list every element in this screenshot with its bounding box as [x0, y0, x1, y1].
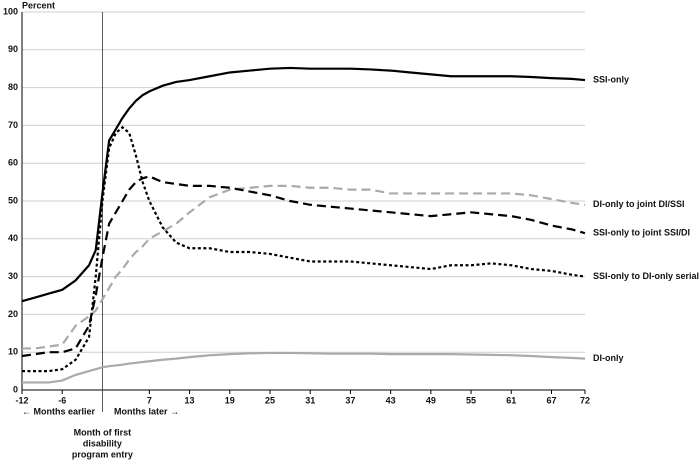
y-tick-label: 20	[8, 309, 18, 319]
y-tick-label: 30	[8, 271, 18, 281]
x-tick-label: -12	[15, 395, 28, 405]
y-tick-label: 100	[3, 6, 18, 16]
series-line	[21, 175, 586, 358]
series-label: DI-only	[593, 353, 624, 363]
x-tick-label: 67	[546, 395, 556, 405]
earlier-label: ← Months earlier	[22, 406, 96, 416]
y-tick-label: 90	[8, 44, 18, 54]
x-tick-label: 13	[185, 395, 195, 405]
x-tick-label: -6	[58, 395, 66, 405]
x-tick-label: 43	[386, 395, 396, 405]
later-label: Months later →	[114, 406, 179, 416]
y-tick-label: 40	[8, 233, 18, 243]
y-tick-label: 50	[8, 195, 18, 205]
series-label: SSI-only to joint SSI/DI	[593, 228, 690, 238]
series-label: DI-only to joint DI/SSI	[593, 199, 685, 209]
series-line	[22, 125, 586, 373]
x-tick-label: 31	[305, 395, 315, 405]
x-tick-label: 61	[506, 395, 516, 405]
y-tick-label: 60	[8, 158, 18, 168]
entry-label: disability	[83, 438, 122, 448]
y-tick-label: 70	[8, 120, 18, 130]
y-tick-label: 0	[13, 384, 18, 394]
x-tick-label: 55	[466, 395, 476, 405]
entry-label: program entry	[72, 449, 133, 459]
x-tick-label: 7	[147, 395, 152, 405]
x-tick-label: 19	[225, 395, 235, 405]
x-tick-label: 37	[345, 395, 355, 405]
y-axis-label: Percent	[22, 0, 55, 10]
series-line	[22, 351, 586, 384]
series-line	[22, 184, 586, 350]
x-tick-label: 25	[265, 395, 275, 405]
entry-label: Month of first	[74, 427, 132, 437]
series-label: SSI-only to DI-only serial	[593, 271, 699, 281]
series-line	[21, 66, 586, 303]
y-tick-label: 10	[8, 347, 18, 357]
x-tick-label: 72	[580, 395, 590, 405]
x-tick-label: 49	[426, 395, 436, 405]
y-tick-label: 80	[8, 82, 18, 92]
series-label: SSI-only	[593, 74, 629, 84]
